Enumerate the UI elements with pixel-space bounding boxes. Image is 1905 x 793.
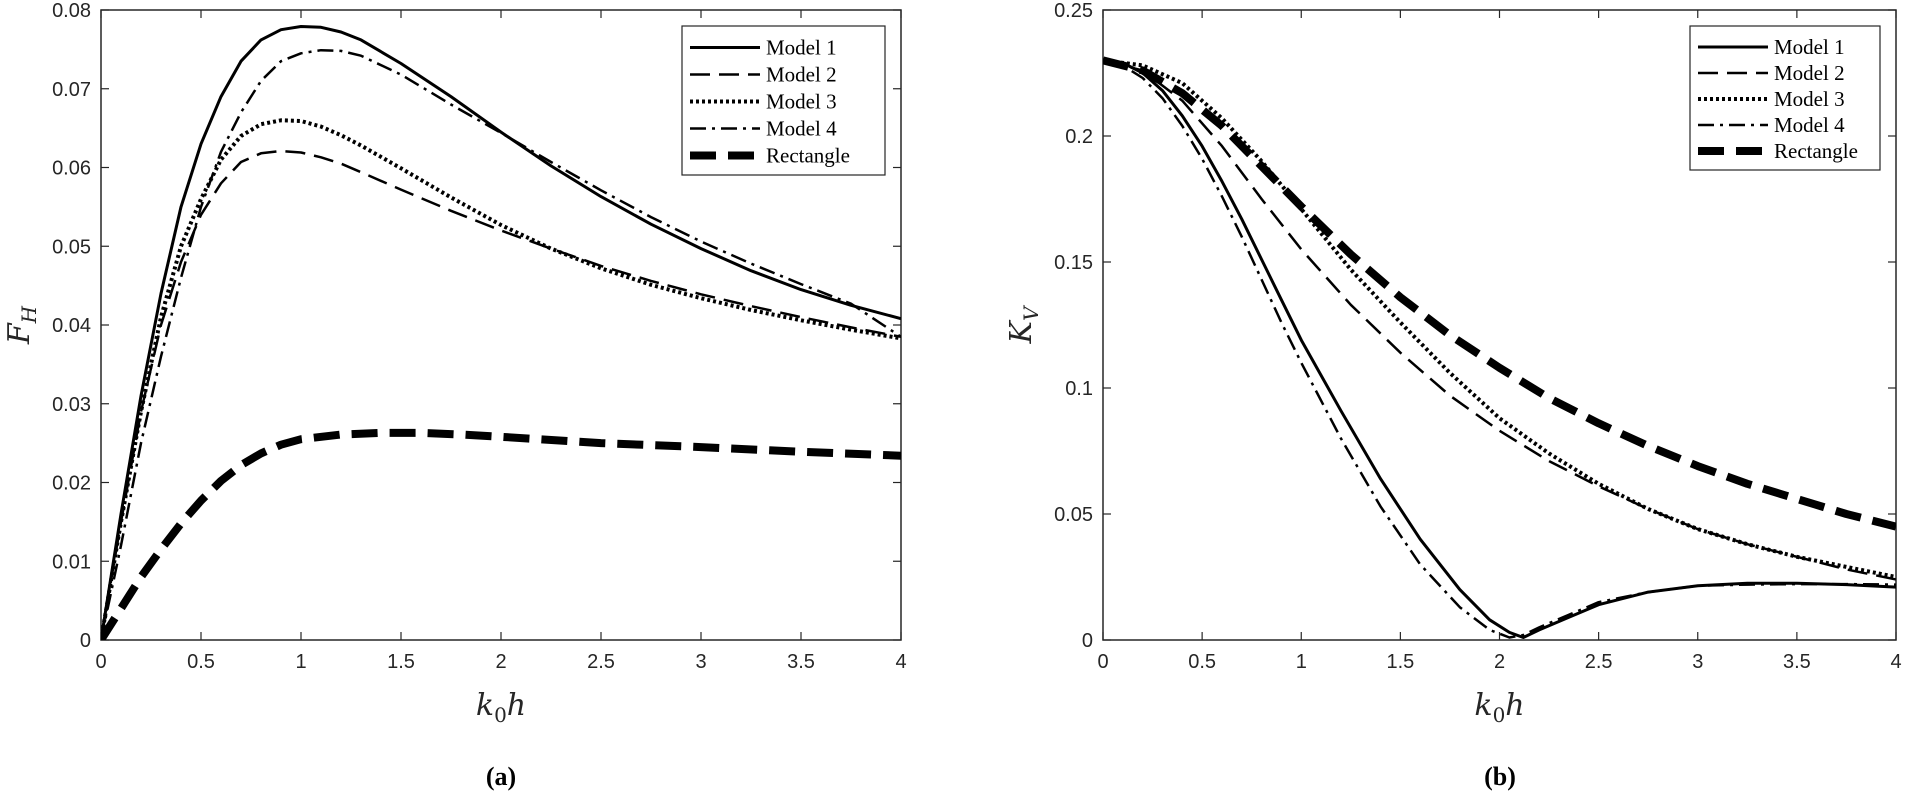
series-group <box>1103 56 1896 639</box>
x-tick-label: 4 <box>895 651 906 673</box>
x-tick-label: 1 <box>295 651 306 673</box>
series-line-model-4 <box>1103 59 1896 639</box>
y-tick-label: 0.03 <box>52 394 91 416</box>
y-tick-label: 0.25 <box>1054 0 1093 22</box>
x-axis-label: k0h <box>1474 688 1524 727</box>
x-tick-label: 3.5 <box>1783 651 1811 673</box>
x-tick-label: 3.5 <box>787 651 815 673</box>
x-tick-label: 0.5 <box>187 651 215 673</box>
y-tick-label: 0.2 <box>1065 126 1093 148</box>
y-tick-label: 0.04 <box>52 315 91 337</box>
y-axis-label: FH <box>2 305 41 345</box>
series-line-rectangle <box>101 428 901 640</box>
y-tick-label: 0.01 <box>52 551 91 573</box>
panel-b: 0 0.5 1 1.5 2 2.5 3 3.5 4 0 0.05 0.1 0.15 0.2 0.25 k0h K… <box>1004 0 1902 791</box>
x-tick-label: 2 <box>1494 651 1505 673</box>
y-tick-label: 0.1 <box>1065 378 1093 400</box>
y-tick-label: 0.15 <box>1054 252 1093 274</box>
series-line-rectangle <box>1103 56 1896 531</box>
series-group <box>101 25 901 640</box>
y-tick-label: 0.06 <box>52 158 91 180</box>
series-line-model-1 <box>101 25 901 640</box>
panel-caption: (b) <box>1484 762 1516 791</box>
legend-label: Model 4 <box>766 117 837 141</box>
legend-label: Model 1 <box>1774 35 1845 59</box>
series-line-model-3 <box>101 118 901 640</box>
legend-label: Model 1 <box>766 36 837 60</box>
y-tick-label: 0 <box>80 630 91 652</box>
legend-label: Model 2 <box>766 63 837 87</box>
legend-label: Model 2 <box>1774 61 1845 85</box>
x-tick-label: 1 <box>1296 651 1307 673</box>
legend-label: Model 3 <box>1774 87 1845 111</box>
y-tick-label: 0.02 <box>52 473 91 495</box>
x-tick-label: 3 <box>1692 651 1703 673</box>
x-tick-label: 1.5 <box>1386 651 1414 673</box>
x-tick-label: 4 <box>1890 651 1901 673</box>
y-tick-label: 0.05 <box>1054 504 1093 526</box>
x-tick-label: 3 <box>695 651 706 673</box>
panel-caption: (a) <box>486 762 516 791</box>
y-tick-label: 0.08 <box>52 0 91 22</box>
panel-a: 0 0.5 1 1.5 2 2.5 3 3.5 4 0 0.01 0.02 0.03 0.04 0.05 0.… <box>2 0 907 791</box>
y-tick-label: 0 <box>1082 630 1093 652</box>
series-line-model-4 <box>101 48 901 640</box>
x-tick-label: 0 <box>95 651 106 673</box>
legend-label: Rectangle <box>1774 139 1858 163</box>
x-axis-label: k0h <box>476 688 526 727</box>
y-tick-label: 0.05 <box>52 236 91 258</box>
series-line-model-3 <box>1103 58 1896 579</box>
legend-label: Rectangle <box>766 144 850 168</box>
y-axis-label: KV <box>1004 304 1043 344</box>
legend: Model 1 Model 2 Model 3 Model 4 Rectangle <box>681 25 886 176</box>
x-tick-label: 2.5 <box>1585 651 1613 673</box>
series-line-model-2 <box>101 149 901 640</box>
legend-box <box>1689 25 1881 171</box>
y-tick-label: 0.07 <box>52 79 91 101</box>
x-tick-label: 2.5 <box>587 651 615 673</box>
x-tick-label: 0 <box>1097 651 1108 673</box>
x-tick-label: 0.5 <box>1188 651 1216 673</box>
x-tick-label: 1.5 <box>387 651 415 673</box>
legend-label: Model 4 <box>1774 113 1845 137</box>
legend-label: Model 3 <box>766 90 837 114</box>
x-tick-label: 2 <box>495 651 506 673</box>
